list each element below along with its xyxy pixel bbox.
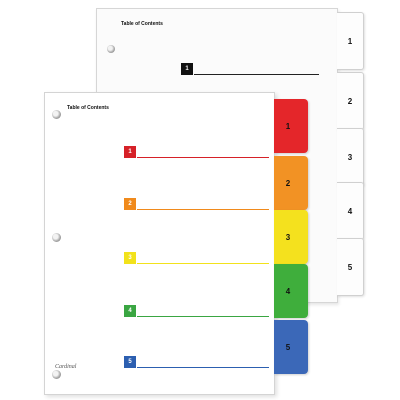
entry-number-2: 2	[124, 198, 136, 210]
color-tab-1-label: 1	[285, 121, 291, 131]
back-tab-5[interactable]: 5	[337, 238, 364, 296]
color-tab-4[interactable]: 4	[274, 264, 308, 318]
punch-hole	[52, 370, 61, 379]
entry-line-5	[137, 367, 269, 368]
back-tab-1[interactable]: 1	[337, 12, 364, 70]
color-tab-1[interactable]: 1	[274, 99, 308, 153]
front-divider-sheet: Table of Contents Cardinal 1 2 3 4 5	[44, 92, 275, 395]
back-entry-number: 1	[181, 63, 193, 75]
entry-line-3	[137, 263, 269, 264]
color-tab-3-label: 3	[285, 232, 291, 242]
entry-number-3: 3	[124, 252, 136, 264]
back-tab-3[interactable]: 3	[337, 128, 364, 186]
entry-line-2	[137, 209, 269, 210]
color-tab-2-label: 2	[285, 178, 291, 188]
entry-number-4: 4	[124, 305, 136, 317]
punch-hole	[52, 110, 61, 119]
punch-hole	[107, 45, 115, 53]
brand-logo: Cardinal	[55, 364, 77, 370]
color-tab-4-label: 4	[285, 286, 291, 296]
color-tab-5-label: 5	[285, 342, 291, 352]
back-tab-2[interactable]: 2	[337, 72, 364, 130]
color-tab-2[interactable]: 2	[274, 156, 308, 210]
front-toc-title: Table of Contents	[67, 105, 109, 111]
entry-number-1: 1	[124, 146, 136, 158]
back-toc-title: Table of Contents	[121, 21, 163, 27]
entry-number-5: 5	[124, 356, 136, 368]
color-tab-3[interactable]: 3	[274, 210, 308, 264]
back-entry-line	[194, 74, 319, 75]
entry-line-1	[137, 157, 269, 158]
back-tab-4[interactable]: 4	[337, 182, 364, 240]
punch-hole	[52, 233, 61, 242]
entry-line-4	[137, 316, 269, 317]
color-tab-5[interactable]: 5	[274, 320, 308, 374]
